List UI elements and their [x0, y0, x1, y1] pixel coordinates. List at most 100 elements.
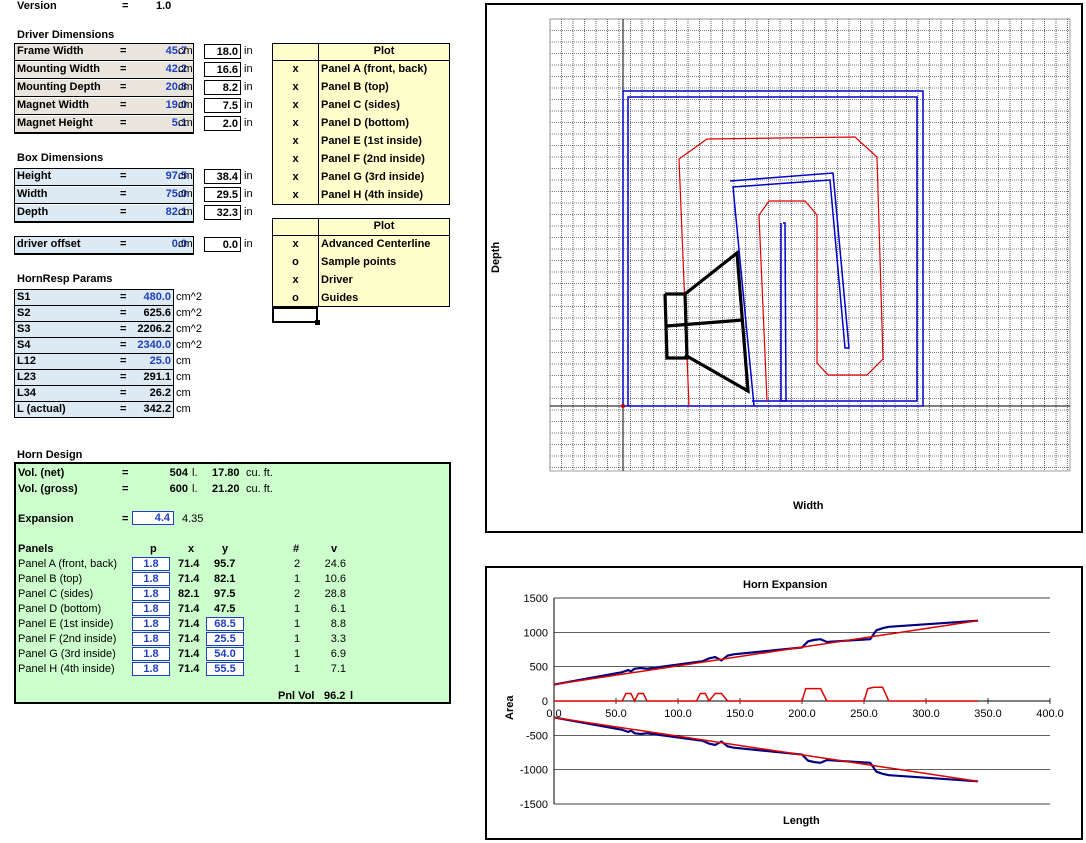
- panel-y-input[interactable]: 54.0: [206, 647, 244, 661]
- value-in[interactable]: 29.5: [204, 187, 241, 202]
- vol-gross-eq: =: [122, 483, 129, 495]
- driver-row: Frame Width = 45.7: [15, 44, 193, 61]
- param-value[interactable]: 2340.0: [137, 339, 171, 351]
- plot2-box: Plot x Advanced Centerline o Sample points x D…: [272, 218, 450, 307]
- value-in[interactable]: 8.2: [204, 80, 241, 95]
- panel-x: 71.4: [178, 558, 200, 570]
- param-value[interactable]: 625.6: [143, 307, 171, 319]
- row-label: driver offset: [17, 238, 81, 250]
- value-in[interactable]: 7.5: [204, 98, 241, 113]
- unit-in: in: [244, 63, 253, 75]
- param-value[interactable]: 26.2: [149, 387, 171, 399]
- panel-p-input[interactable]: 1.8: [132, 647, 170, 661]
- x-tick-label: 300.0: [912, 708, 940, 720]
- row-label: Frame Width: [17, 45, 84, 57]
- panel-p-input[interactable]: 1.8: [132, 587, 170, 601]
- x-tick-label: 400.0: [1036, 708, 1064, 720]
- param-value[interactable]: 342.2: [143, 403, 171, 415]
- unit-in: in: [244, 188, 253, 200]
- panel-volume: 6.1: [330, 603, 346, 615]
- row-eq: =: [120, 117, 127, 129]
- value-in[interactable]: 2.0: [204, 116, 241, 131]
- value-cm[interactable]: 45.7: [165, 45, 187, 57]
- panel-volume: 8.8: [330, 618, 346, 630]
- horn-design-title: Horn Design: [17, 449, 83, 461]
- panel-y: 82.1: [214, 573, 236, 585]
- unit-cm: cm: [178, 99, 193, 111]
- row-eq: =: [120, 238, 127, 250]
- param-value[interactable]: 2206.2: [137, 323, 171, 335]
- y-tick-label: -500: [526, 730, 548, 742]
- unit-in: in: [244, 117, 253, 129]
- plot-toggle[interactable]: x: [292, 135, 299, 147]
- plot-header: Plot: [373, 45, 395, 57]
- value-in[interactable]: 16.6: [204, 62, 241, 77]
- value-cm[interactable]: 97.5: [165, 170, 187, 182]
- hornresp-row: S2 = 625.6: [15, 306, 173, 322]
- panel-g-outline: [729, 172, 850, 407]
- unit-in: in: [244, 99, 253, 111]
- param-label: L (actual): [17, 403, 66, 415]
- value-cm[interactable]: 75.0: [165, 188, 187, 200]
- row-eq: =: [120, 63, 127, 75]
- plot-toggle[interactable]: x: [292, 153, 299, 165]
- hornresp-row: S1 = 480.0: [15, 290, 173, 306]
- box-row: Depth = 82.1: [15, 205, 193, 222]
- panel-p-input[interactable]: 1.8: [132, 617, 170, 631]
- value-cm[interactable]: 0.0: [171, 238, 187, 250]
- panel-p-input[interactable]: 1.8: [132, 662, 170, 676]
- panel-p-input[interactable]: 1.8: [132, 602, 170, 616]
- plot-toggle[interactable]: x: [292, 171, 299, 183]
- plot-toggle[interactable]: x: [292, 99, 299, 111]
- divider: [318, 44, 319, 204]
- value-in[interactable]: 38.4: [204, 169, 241, 184]
- param-unit: cm: [176, 403, 191, 415]
- plot1-box: Plot x Panel A (front, back) x Panel B (top)…: [272, 43, 450, 205]
- panel-p-input[interactable]: 1.8: [132, 632, 170, 646]
- hornresp-row: L23 = 291.1: [15, 370, 173, 386]
- value-cm[interactable]: 82.1: [165, 206, 187, 218]
- value-in[interactable]: 0.0: [204, 237, 241, 252]
- expansion-input[interactable]: 4.4: [132, 511, 174, 525]
- box-row: Height = 97.5: [15, 169, 193, 186]
- geometry-chart-frame[interactable]: Width Depth: [485, 3, 1083, 533]
- y-tick-label: -1500: [520, 799, 548, 811]
- hornresp-row: S4 = 2340.0: [15, 338, 173, 354]
- vol-gross-cuft-unit: cu. ft.: [246, 483, 273, 495]
- param-unit: cm: [176, 355, 191, 367]
- panel-count: 1: [294, 573, 301, 585]
- param-eq: =: [120, 323, 127, 335]
- plot-toggle[interactable]: o: [292, 292, 299, 304]
- plot-toggle[interactable]: x: [292, 81, 299, 93]
- panel-y-input[interactable]: 55.5: [206, 662, 244, 676]
- selected-cell[interactable]: [272, 307, 318, 323]
- param-value[interactable]: 291.1: [143, 371, 171, 383]
- value-in[interactable]: 32.3: [204, 205, 241, 220]
- value-cm[interactable]: 19.0: [165, 99, 187, 111]
- panel-y-input[interactable]: 68.5: [206, 617, 244, 631]
- plot-toggle[interactable]: o: [292, 256, 299, 268]
- plot-toggle[interactable]: x: [292, 117, 299, 129]
- value-in[interactable]: 18.0: [204, 44, 241, 59]
- param-unit: cm: [176, 387, 191, 399]
- panel-count: 1: [294, 633, 301, 645]
- param-value[interactable]: 480.0: [143, 291, 171, 303]
- plot-toggle[interactable]: x: [292, 189, 299, 201]
- fill-handle[interactable]: [315, 320, 320, 325]
- value-cm[interactable]: 5.1: [171, 117, 187, 129]
- vol-gross-label: Vol. (gross): [18, 483, 78, 495]
- param-value[interactable]: 25.0: [149, 355, 171, 367]
- vol-net-cuft-unit: cu. ft.: [246, 467, 273, 479]
- value-cm[interactable]: 42.2: [165, 63, 187, 75]
- panel-p-input[interactable]: 1.8: [132, 557, 170, 571]
- row-label: Magnet Height: [17, 117, 93, 129]
- plot-toggle[interactable]: x: [292, 238, 299, 250]
- panel-y-input[interactable]: 25.5: [206, 632, 244, 646]
- plot-toggle[interactable]: x: [292, 274, 299, 286]
- value-cm[interactable]: 20.8: [165, 81, 187, 93]
- unit-in: in: [244, 238, 253, 250]
- param-eq: =: [120, 291, 127, 303]
- plot-toggle[interactable]: x: [292, 63, 299, 75]
- panel-p-input[interactable]: 1.8: [132, 572, 170, 586]
- expansion-chart-frame[interactable]: 1500 1000 500 0 -500 -1000 -1500 0.0 50.0 100.0 15…: [485, 566, 1083, 840]
